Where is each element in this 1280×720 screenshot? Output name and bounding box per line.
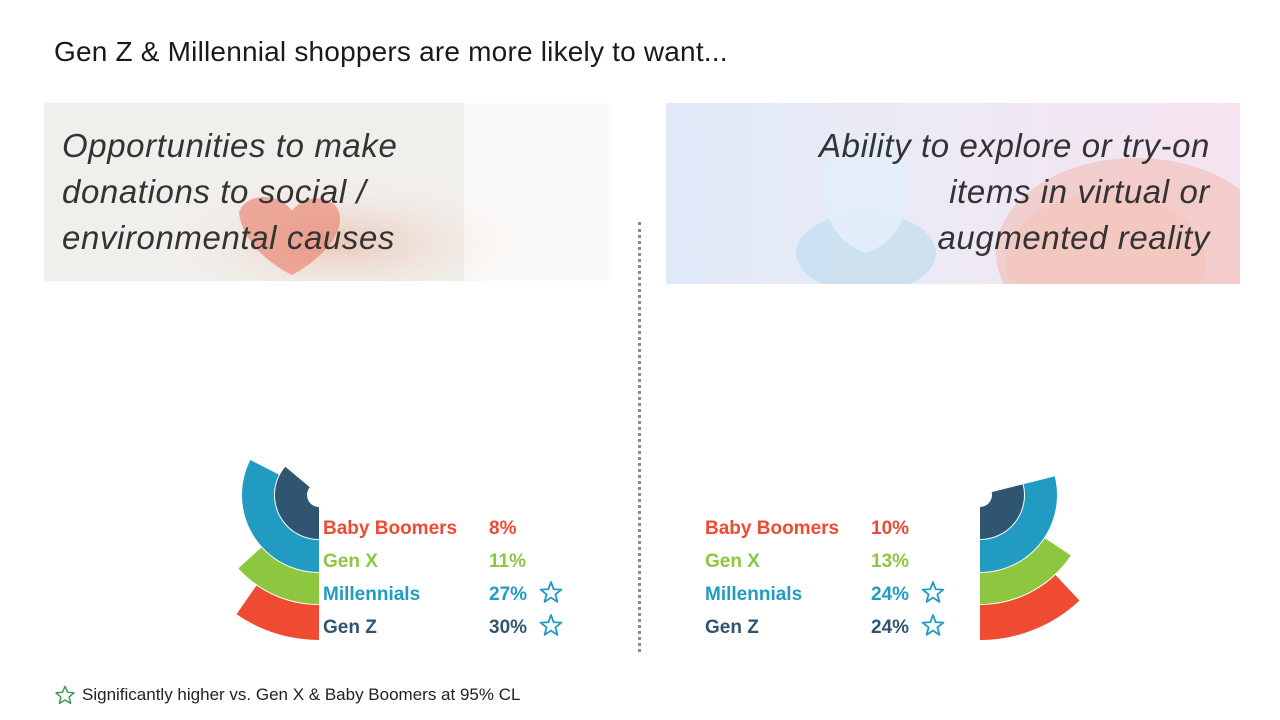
category-label: Gen X (323, 551, 378, 572)
category-label: Gen Z (705, 617, 759, 638)
panel-divider (638, 222, 641, 652)
bar-baby-boomers (236, 585, 319, 640)
star-outline-icon (921, 614, 945, 636)
category-label: Baby Boomers (705, 518, 839, 539)
value-label: 24% (871, 584, 909, 605)
page-title: Gen Z & Millennial shoppers are more lik… (54, 36, 728, 67)
bar-gen-x (238, 547, 319, 604)
value-label: 30% (489, 617, 527, 638)
value-label: 10% (871, 518, 909, 539)
category-label: Millennials (705, 584, 802, 605)
category-label: Gen Z (323, 617, 377, 638)
value-label: 24% (871, 617, 909, 638)
right-heading-line-1: Ability to explore or try-on (819, 127, 1210, 164)
category-label: Baby Boomers (323, 518, 457, 539)
bar-millennials (242, 460, 319, 572)
footnote: Significantly higher vs. Gen X & Baby Bo… (54, 684, 520, 706)
category-label: Gen X (705, 551, 760, 572)
bar-baby-boomers (980, 575, 1080, 640)
value-label: 11% (489, 551, 526, 572)
star-outline-icon (539, 614, 563, 636)
value-label: 27% (489, 584, 527, 605)
right-heading-line-3: augmented reality (937, 219, 1210, 256)
footnote-text: Significantly higher vs. Gen X & Baby Bo… (82, 685, 521, 704)
left-heading-line-1: Opportunities to make (62, 127, 398, 164)
virtual-reality-panel: Ability to explore or try-on items in vi… (666, 103, 1240, 284)
star-outline-icon (55, 685, 75, 705)
right-heading-line-2: items in virtual or (949, 173, 1210, 210)
hands-heart-image (154, 103, 609, 281)
value-label: 8% (489, 518, 517, 539)
left-heading-line-2: donations to social / (62, 173, 367, 210)
abstract-3d-image (796, 133, 1240, 284)
left-heading-line-3: environmental causes (62, 219, 396, 256)
radial-chart-2: Baby Boomers 10% Gen X 13% Millennials 24% Gen… (705, 476, 1080, 640)
bar-millennials (980, 476, 1058, 572)
radial-chart-1: Baby Boomers 8% Gen X 11% Millennials 27% Gen … (236, 460, 563, 640)
donations-panel: Opportunities to make donations to socia… (44, 103, 609, 281)
bar-gen-z (275, 466, 319, 539)
category-label: Millennials (323, 584, 420, 605)
bar-gen-x (980, 538, 1071, 604)
value-label: 13% (871, 551, 909, 572)
star-outline-icon (539, 581, 563, 603)
star-outline-icon (921, 581, 945, 603)
bar-gen-z (980, 484, 1024, 539)
